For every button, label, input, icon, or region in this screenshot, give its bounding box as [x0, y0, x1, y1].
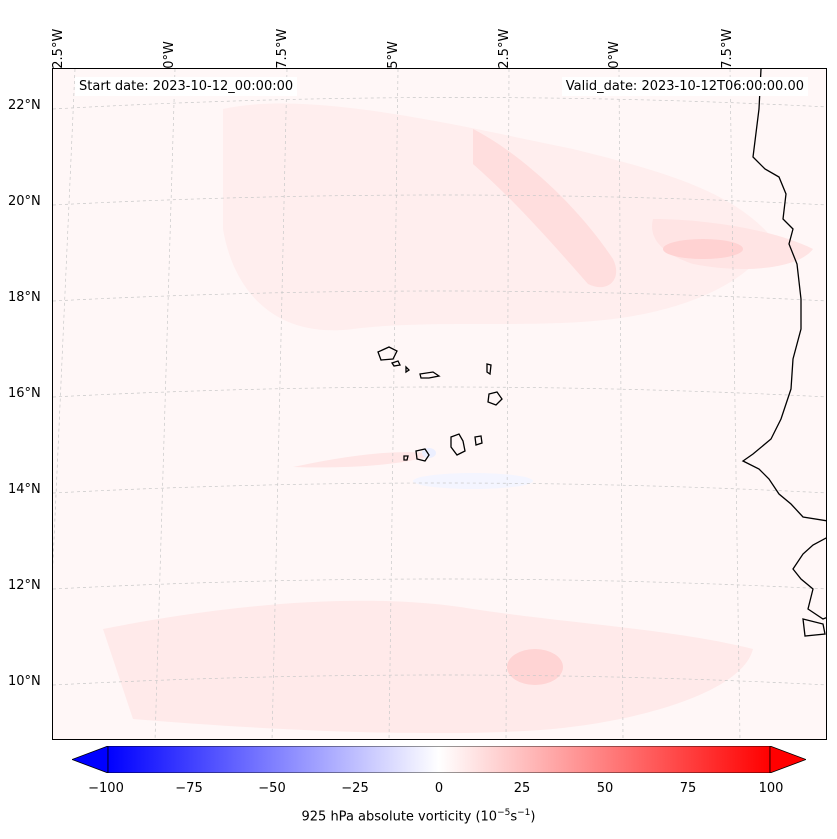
- cb-tick-neg25: −25: [341, 781, 369, 796]
- lat-label-20n: 20°N: [8, 194, 41, 209]
- lat-label-10n: 10°N: [8, 674, 41, 689]
- colorbar-extend-high: [769, 745, 808, 774]
- lat-label-22n: 22°N: [8, 98, 41, 113]
- graticule: [53, 69, 826, 739]
- cb-tick-neg50: −50: [258, 781, 286, 796]
- lat-label-18n: 18°N: [8, 290, 41, 305]
- colorbar-graphic: [70, 745, 808, 774]
- colorbar-extend-low: [70, 745, 109, 774]
- cape-verde-islands: [377, 346, 503, 462]
- vorticity-band-diagonal: [473, 129, 617, 288]
- vorticity-patch-north: [223, 103, 773, 331]
- lat-label-14n: 14°N: [8, 482, 41, 497]
- cb-tick-neg100: −100: [88, 781, 124, 796]
- colorbar-body: [107, 745, 771, 774]
- vorticity-field: [53, 69, 826, 739]
- vorticity-max-south: [507, 649, 563, 685]
- cb-tick-100: 100: [758, 781, 784, 796]
- colorbar: [70, 745, 808, 774]
- cb-tick-50: 50: [596, 781, 614, 796]
- cb-tick-0: 0: [434, 781, 444, 796]
- africa-coastline-south: [792, 537, 826, 637]
- colorbar-label: 925 hPa absolute vorticity (10−5s−1): [301, 808, 536, 825]
- lat-label-12n: 12°N: [8, 578, 41, 593]
- cb-tick-75: 75: [679, 781, 697, 796]
- valid-date-stamp: Valid_date: 2023-10-12T06:00:00.00: [561, 77, 808, 96]
- cb-tick-25: 25: [513, 781, 531, 796]
- vorticity-patch-south: [103, 600, 753, 734]
- vorticity-islands-streak: [293, 452, 433, 468]
- lat-label-16n: 16°N: [8, 386, 41, 401]
- map-panel[interactable]: Start date: 2023-10-12_00:00:00 Valid_da…: [52, 68, 827, 740]
- vorticity-max-east: [663, 239, 743, 259]
- cb-tick-neg75: −75: [175, 781, 203, 796]
- vorticity-negative-patch: [413, 473, 533, 489]
- africa-coastline: [741, 69, 826, 522]
- start-date-stamp: Start date: 2023-10-12_00:00:00: [75, 77, 298, 96]
